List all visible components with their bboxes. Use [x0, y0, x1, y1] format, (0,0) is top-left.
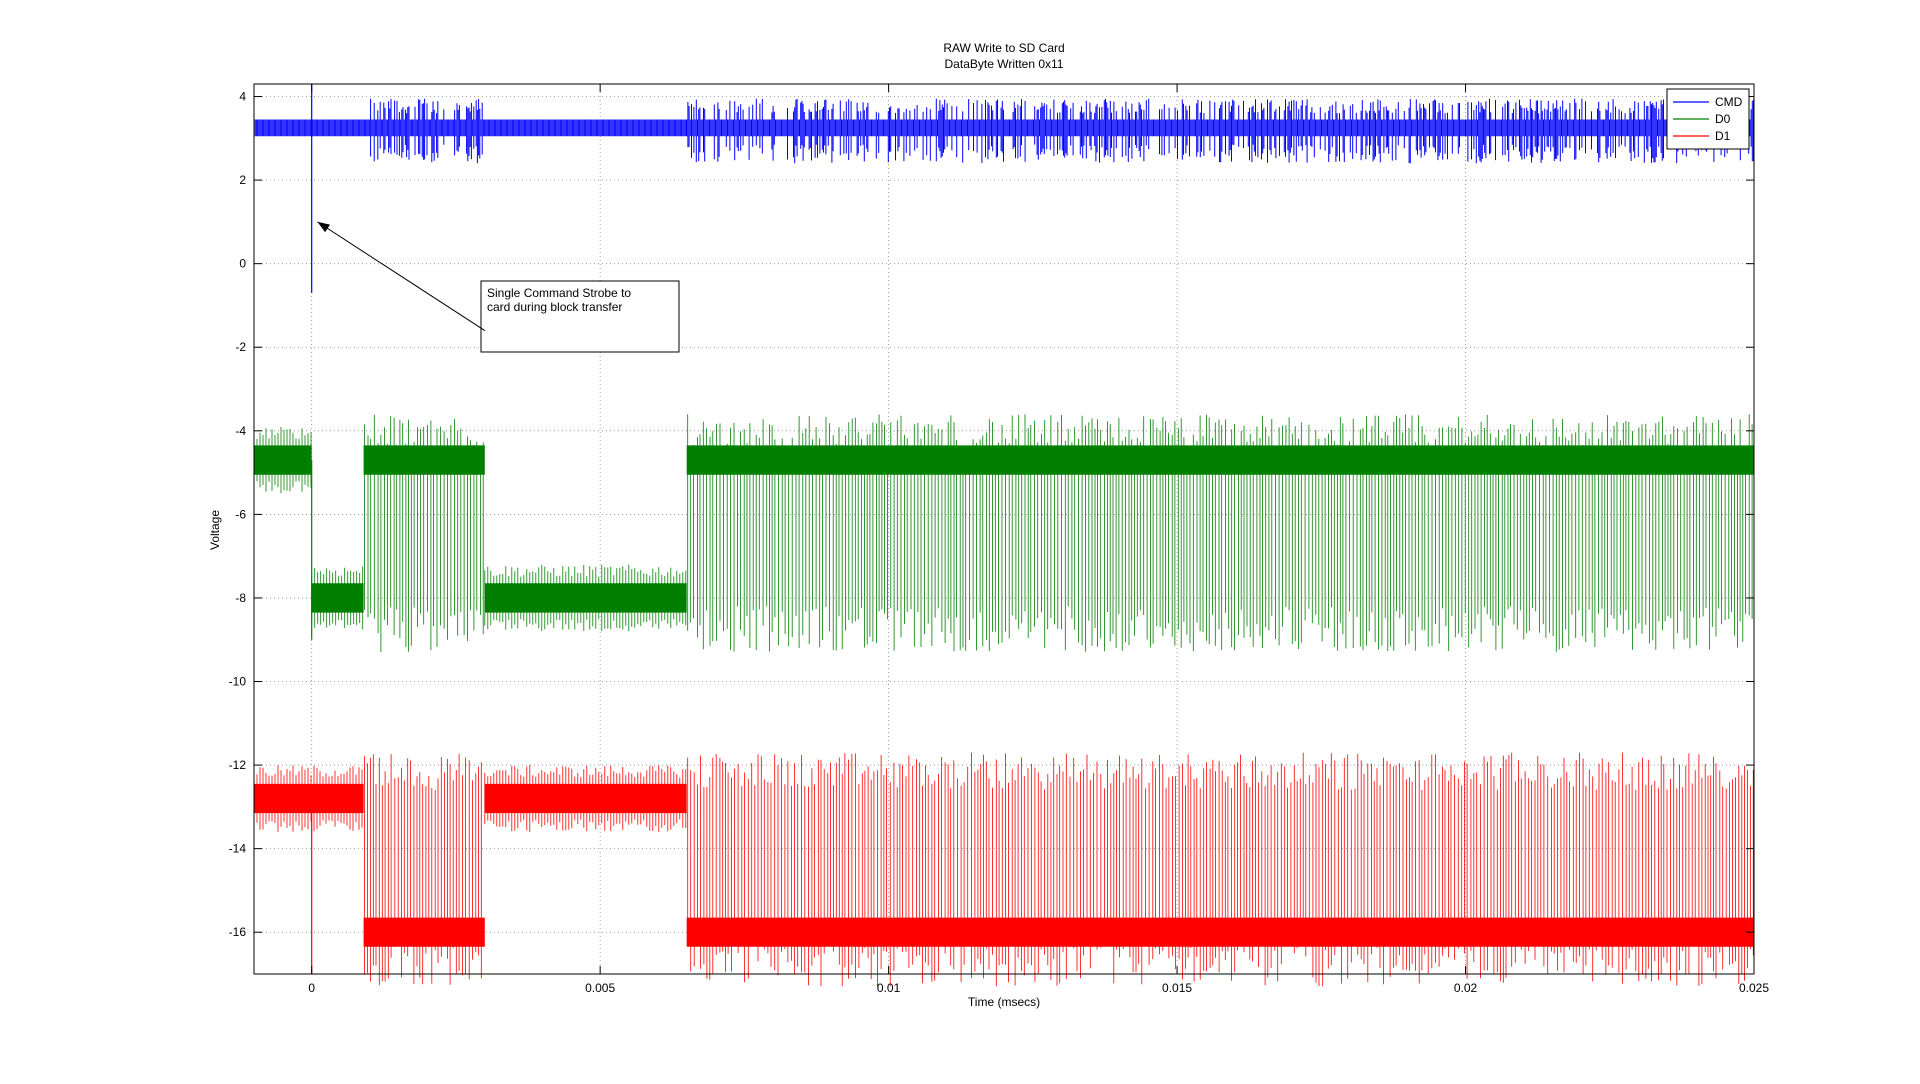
y-tick-label: -6 — [235, 507, 246, 521]
annotation-text-line: card during block transfer — [487, 300, 622, 314]
y-axis-label: Voltage — [208, 510, 222, 550]
y-tick-label: 4 — [239, 90, 246, 104]
legend-label-cmd: CMD — [1715, 95, 1743, 109]
y-tick-label: 0 — [239, 257, 246, 271]
x-axis-label: Time (msecs) — [968, 995, 1040, 1009]
chart-title: RAW Write to SD Card — [943, 41, 1064, 55]
y-tick-label: -14 — [229, 842, 247, 856]
y-tick-label: -8 — [235, 591, 246, 605]
annotation-arrow-line — [317, 221, 486, 331]
x-tick-label: 0.02 — [1454, 981, 1478, 995]
y-tick-label: -16 — [229, 925, 247, 939]
x-tick-label: 0.025 — [1739, 981, 1769, 995]
x-tick-label: 0 — [308, 981, 315, 995]
annotation-text-line: Single Command Strobe to — [487, 286, 631, 300]
d1-trace-band — [254, 783, 1754, 947]
axis-ticks: 0 0.005 0.01 0.015 0.02 0.025 4 2 0 -2 -4 -6 -8 -10 -1… — [229, 84, 1769, 995]
chart-subtitle: DataByte Written 0x11 — [945, 57, 1064, 71]
legend-label-d0: D0 — [1715, 112, 1731, 126]
x-tick-label: 0.005 — [585, 981, 615, 995]
x-tick-label: 0.015 — [1162, 981, 1192, 995]
y-tick-label: 2 — [239, 173, 246, 187]
y-tick-label: -10 — [229, 675, 247, 689]
y-tick-label: -2 — [235, 340, 246, 354]
plot-area — [254, 84, 1754, 974]
x-tick-label: 0.01 — [877, 981, 901, 995]
legend: CMD D0 D1 — [1666, 88, 1750, 150]
annotation-arrow-head — [317, 221, 330, 233]
y-tick-label: -12 — [229, 758, 247, 772]
axes-box — [253, 83, 1755, 975]
y-tick-label: -4 — [235, 424, 246, 438]
legend-label-d1: D1 — [1715, 129, 1731, 143]
annotation-box — [480, 280, 680, 353]
d0-trace-band — [254, 445, 1754, 613]
